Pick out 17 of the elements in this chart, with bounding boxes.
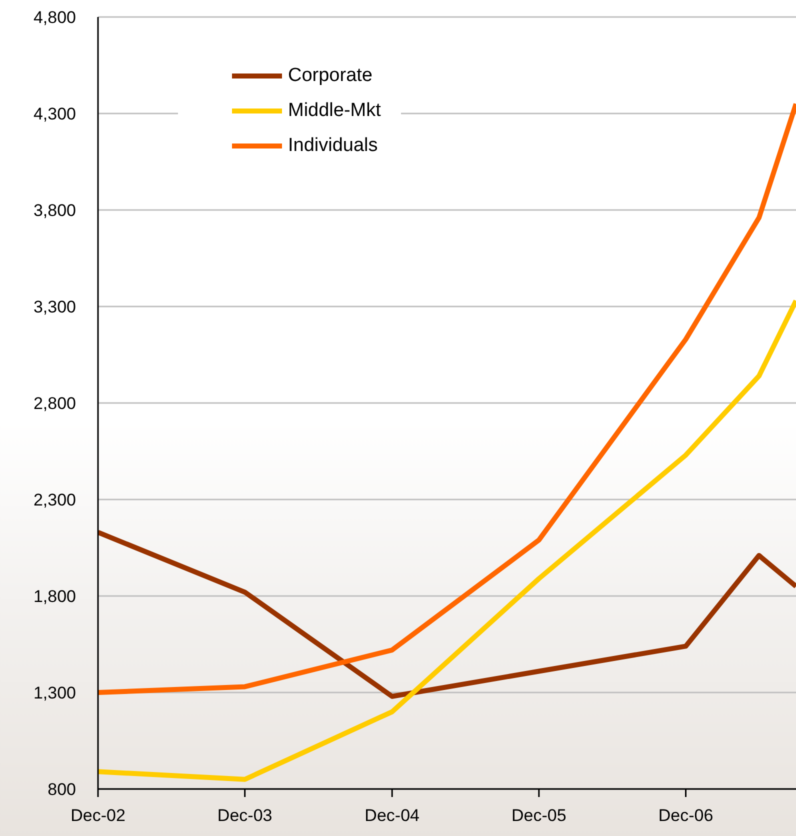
y-tick-label: 2,300 xyxy=(33,490,76,510)
x-tick-label: Dec-03 xyxy=(217,806,272,826)
x-tick-label: Dec-05 xyxy=(512,806,566,826)
x-tick-label: Dec-02 xyxy=(70,806,126,826)
y-tick-label: 4,800 xyxy=(33,8,76,28)
y-tick-label: 3,800 xyxy=(33,201,76,220)
legend-label: Individuals xyxy=(288,134,378,156)
y-tick-label: 3,300 xyxy=(33,298,76,317)
y-tick-label: 1,300 xyxy=(33,684,76,703)
y-tick-label: 1,800 xyxy=(33,587,76,606)
legend-label: Corporate xyxy=(288,64,372,86)
y-tick-label: 2,800 xyxy=(33,394,76,414)
y-tick-label: 800 xyxy=(48,780,76,800)
y-tick-label: 4,300 xyxy=(33,104,76,124)
x-tick-label: Dec-06 xyxy=(658,806,714,826)
x-tick-label: Dec-04 xyxy=(364,806,420,826)
legend-label: Middle-Mkt xyxy=(288,100,381,122)
